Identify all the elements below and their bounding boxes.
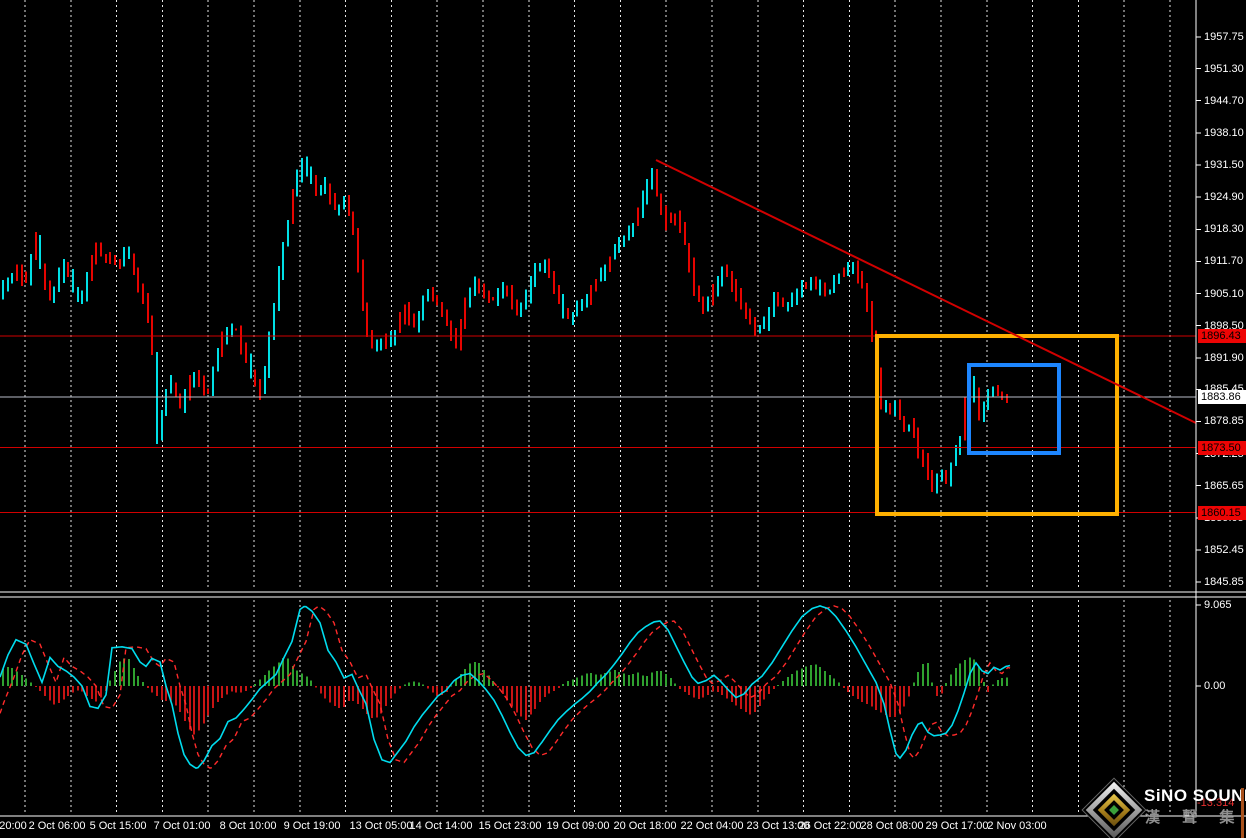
price-tick-label: 1931.50 [1204, 159, 1244, 171]
grid-lines [24, 0, 1171, 814]
time-axis-label: 7 Oct 01:00 [153, 820, 211, 832]
time-axis-label: 20:00 [0, 820, 27, 832]
macd-signal-line [0, 605, 1011, 769]
price-tick-label: 1891.90 [1204, 351, 1244, 364]
price-tick-label: 1951.30 [1204, 62, 1244, 75]
right-edge-accent-bar [1241, 788, 1244, 838]
time-axis-label: 15 Oct 23:00 [478, 820, 542, 832]
level-price-badge: 1873.50 [1198, 440, 1246, 455]
time-axis-label: 20 Oct 18:00 [613, 820, 677, 832]
time-axis-label: 23 Oct 13:00 [746, 820, 810, 832]
macd-scale-max: 9.065 [1204, 599, 1232, 611]
time-axis-label: 13 Oct 05:00 [349, 820, 413, 832]
price-tick-label: 1944.70 [1204, 94, 1244, 107]
brand-logo: SiNO SOUND 漢 聲 集 團 [1078, 778, 1246, 838]
price-tick-label: 1878.85 [1204, 415, 1244, 428]
time-axis-label: 2 Nov 03:00 [987, 820, 1047, 832]
breakout-box-blue[interactable] [967, 363, 1061, 455]
support-resistance-lines [0, 335, 1196, 513]
time-axis-label: 19 Oct 09:00 [546, 820, 610, 832]
trendline [655, 159, 1197, 424]
brand-name-chinese: 漢 聲 集 團 [1145, 809, 1246, 826]
time-axis-label: 22 Oct 04:00 [680, 820, 744, 832]
time-axis-label: 2 Oct 06:00 [28, 820, 86, 832]
time-axis-label: 14 Oct 14:00 [409, 820, 473, 832]
time-axis-label: 26 Oct 22:00 [798, 820, 862, 832]
brand-name: SiNO SOUND [1144, 786, 1246, 805]
macd-scale-zero: 0.00 [1204, 680, 1226, 692]
price-tick-label: 1905.10 [1204, 287, 1244, 300]
price-tick-label: 1898.50 [1204, 319, 1244, 332]
price-tick-label: 1938.10 [1204, 126, 1244, 139]
time-axis-label: 9 Oct 19:00 [283, 820, 341, 832]
time-axis-label: 28 Oct 08:00 [860, 820, 924, 832]
level-price-badge: 1896.43 [1198, 328, 1246, 343]
price-bars [2, 156, 1008, 494]
time-axis-label: 5 Oct 15:00 [89, 820, 147, 832]
price-tick-label: 1957.75 [1204, 31, 1244, 44]
annotation-boxes [875, 334, 1119, 516]
price-tick-label: 1918.30 [1204, 223, 1244, 236]
consolidation-box-orange[interactable] [875, 334, 1119, 516]
price-tick-label: 1852.45 [1204, 544, 1244, 556]
price-tick-label: 1911.70 [1204, 255, 1243, 268]
price-tick-label: 1924.90 [1204, 191, 1244, 204]
price-tick-label: 1865.65 [1204, 479, 1244, 492]
sinosound-diamond-icon [1085, 781, 1143, 838]
current-price-badge: 1883.86 [1198, 390, 1246, 404]
price-tick-label: 1845.85 [1204, 576, 1244, 589]
macd-scale-min: -13.314 [1197, 797, 1235, 809]
time-axis-label: 8 Oct 10:00 [219, 820, 277, 832]
level-price-badge: 1860.15 [1198, 505, 1246, 520]
macd-main-line [0, 605, 1011, 769]
time-axis-label: 29 Oct 17:00 [925, 820, 989, 832]
